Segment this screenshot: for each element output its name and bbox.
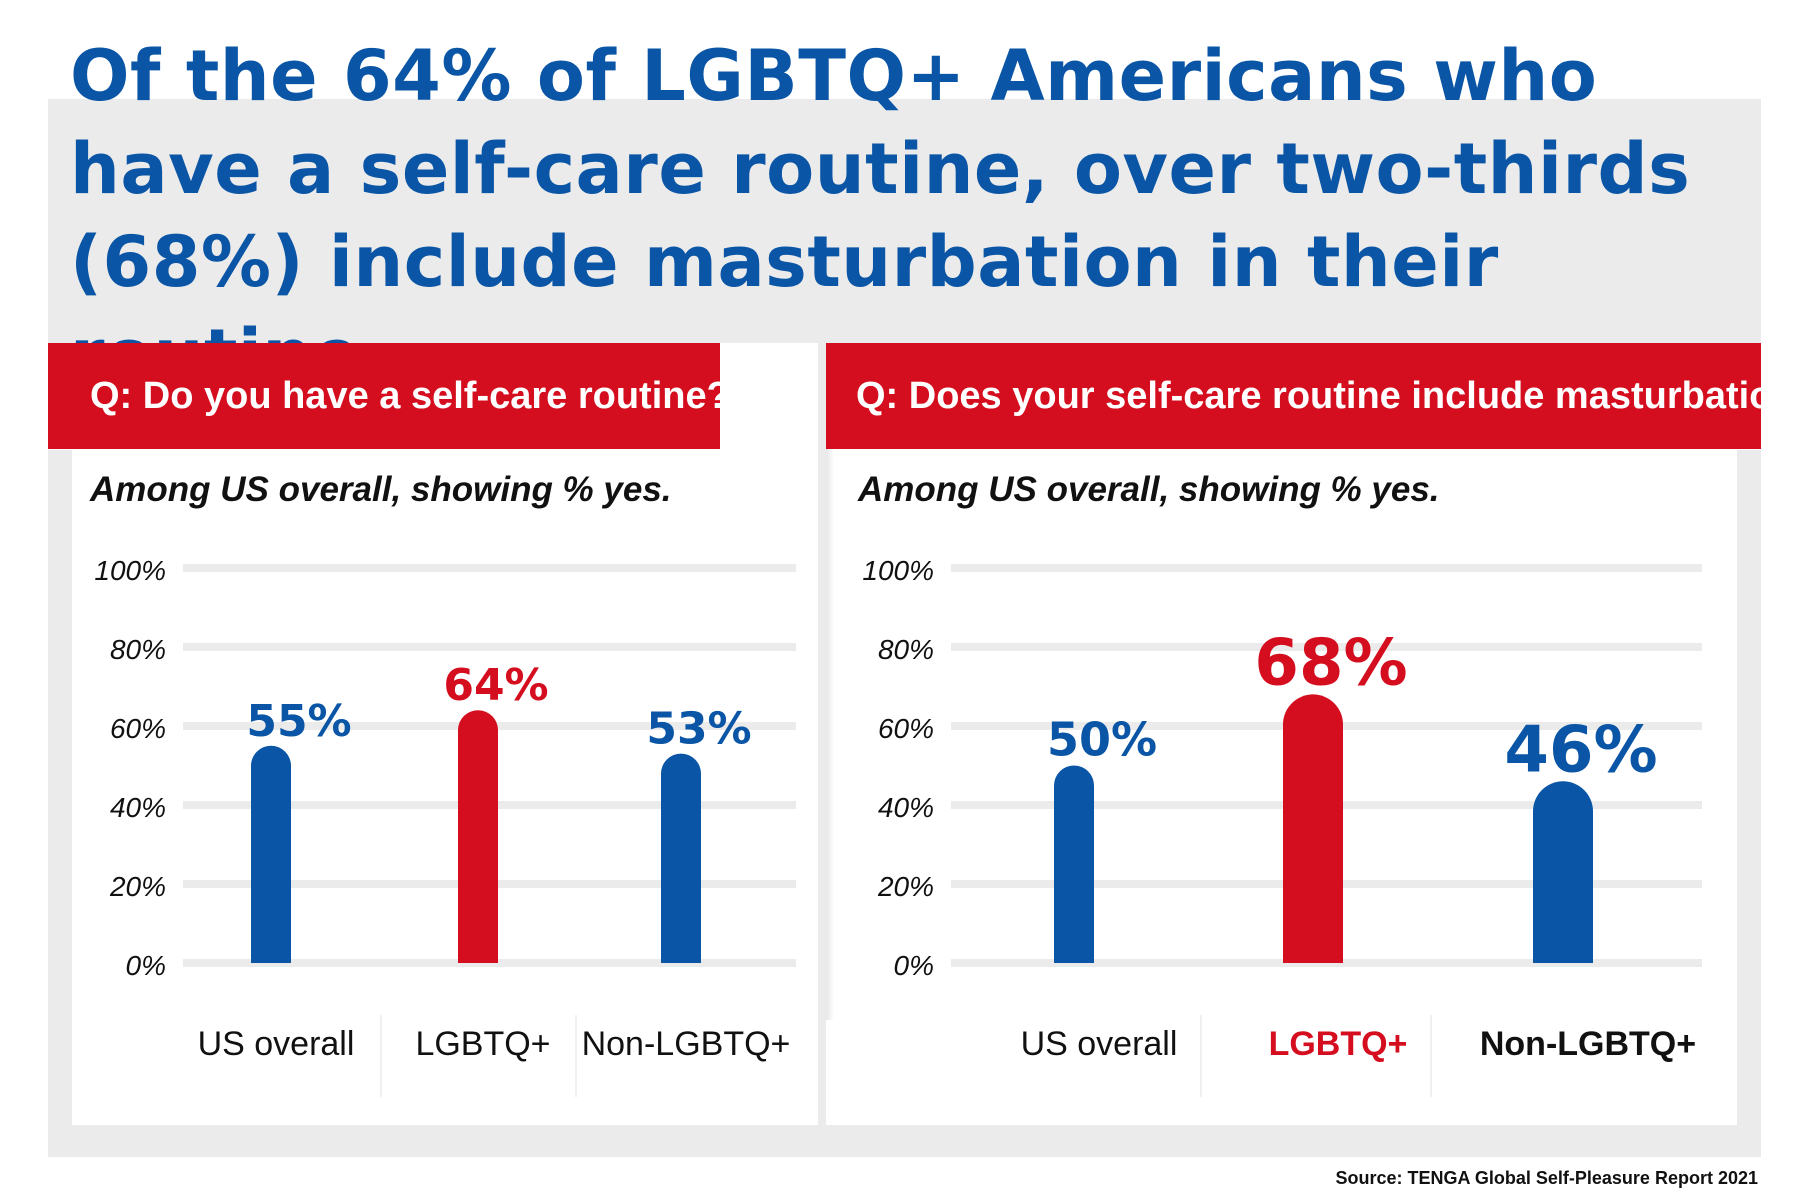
- category-label: US overall: [1021, 1025, 1178, 1063]
- category-separator: [1200, 1015, 1202, 1097]
- y-tick-label: 100%: [862, 555, 934, 586]
- data-label: 68%: [1254, 626, 1407, 700]
- category-label: US overall: [198, 1025, 355, 1063]
- y-tick-label: 20%: [109, 871, 166, 902]
- y-tick-label: 40%: [110, 792, 166, 823]
- y-tick-label: 60%: [878, 713, 934, 744]
- y-tick-label: 60%: [110, 713, 166, 744]
- chart-panel-left: [48, 343, 818, 1133]
- chart-subtitle-right: Among US overall, showing % yes.: [858, 470, 1440, 509]
- y-tick-label: 80%: [878, 634, 934, 665]
- frame-left-strip: [48, 450, 72, 1157]
- question-banner-right: Q: Does your self-care routine include m…: [826, 343, 1800, 449]
- data-label: 55%: [246, 696, 351, 747]
- bar: [458, 710, 498, 963]
- data-label: 53%: [646, 704, 751, 755]
- gridline: [183, 564, 796, 572]
- gridline: [951, 564, 1702, 572]
- y-tick-label: 100%: [94, 555, 166, 586]
- gridline: [951, 643, 1702, 651]
- gridline: [183, 643, 796, 651]
- category-separator: [575, 1015, 577, 1097]
- bar-chart-right: 0% 20% 40% 60% 80% 100% 50% US overall 68% LGBTQ+…: [862, 555, 1702, 1097]
- data-label: 46%: [1504, 713, 1657, 787]
- bar-chart-left: 0% 20% 40% 60% 80% 100% 55% US overall 64% LGBTQ+…: [94, 555, 796, 1097]
- y-tick-label: 80%: [110, 634, 166, 665]
- data-label: 64%: [443, 660, 548, 711]
- category-label: LGBTQ+: [1269, 1025, 1408, 1063]
- category-separator: [380, 1015, 382, 1097]
- bar: [251, 745, 291, 963]
- chart-subtitle-left: Among US overall, showing % yes.: [90, 470, 672, 509]
- question-banner-left: Q: Do you have a self-care routine?: [48, 343, 730, 449]
- category-label: LGBTQ+: [415, 1025, 550, 1063]
- y-tick-label: 0%: [894, 950, 934, 981]
- frame-bottom-strip: [48, 1125, 1761, 1157]
- panel-divider: [826, 440, 834, 1020]
- bar: [661, 753, 701, 963]
- category-label: Non-LGBTQ+: [1480, 1025, 1696, 1063]
- bar: [1283, 694, 1343, 963]
- category-separator: [1430, 1015, 1432, 1097]
- bar: [1533, 781, 1593, 963]
- y-tick-label: 20%: [877, 871, 934, 902]
- category-label: Non-LGBTQ+: [582, 1025, 791, 1063]
- source-note: Source: TENGA Global Self-Pleasure Repor…: [1335, 1168, 1758, 1188]
- y-tick-label: 0%: [126, 950, 166, 981]
- y-tick-label: 40%: [878, 792, 934, 823]
- data-label: 50%: [1047, 713, 1157, 767]
- bar: [1054, 765, 1094, 963]
- frame-right-strip: [1737, 450, 1761, 1157]
